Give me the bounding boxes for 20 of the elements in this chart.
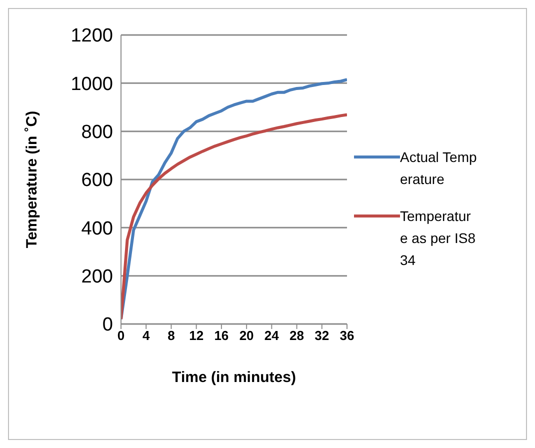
x-tick-label: 20 — [239, 328, 254, 344]
y-tick-label: 800 — [81, 122, 113, 144]
x-tick-label: 28 — [290, 328, 304, 344]
legend-label: Temperature as per IS834 — [400, 207, 476, 270]
legend-label: Actual Temperature — [400, 148, 478, 189]
y-tick-label: 400 — [81, 218, 113, 240]
y-tick-label: 1200 — [70, 26, 113, 47]
x-tick-label: 4 — [142, 328, 150, 344]
y-tick-label: 600 — [81, 170, 113, 192]
x-tick-label: 36 — [340, 328, 354, 344]
x-tick-label: 8 — [168, 328, 175, 344]
x-tick-label: 12 — [189, 328, 204, 344]
x-tick-label: 0 — [117, 328, 125, 344]
y-tick-label: 200 — [81, 266, 113, 288]
x-axis-title: Time (in minutes) — [172, 369, 296, 386]
x-tick-label: 24 — [264, 328, 280, 344]
y-tick-label: 1000 — [70, 74, 113, 95]
x-tick-label: 32 — [314, 328, 330, 344]
y-axis-title: Temperature (in ˚C) — [23, 110, 40, 248]
x-tick-label: 16 — [214, 328, 229, 344]
